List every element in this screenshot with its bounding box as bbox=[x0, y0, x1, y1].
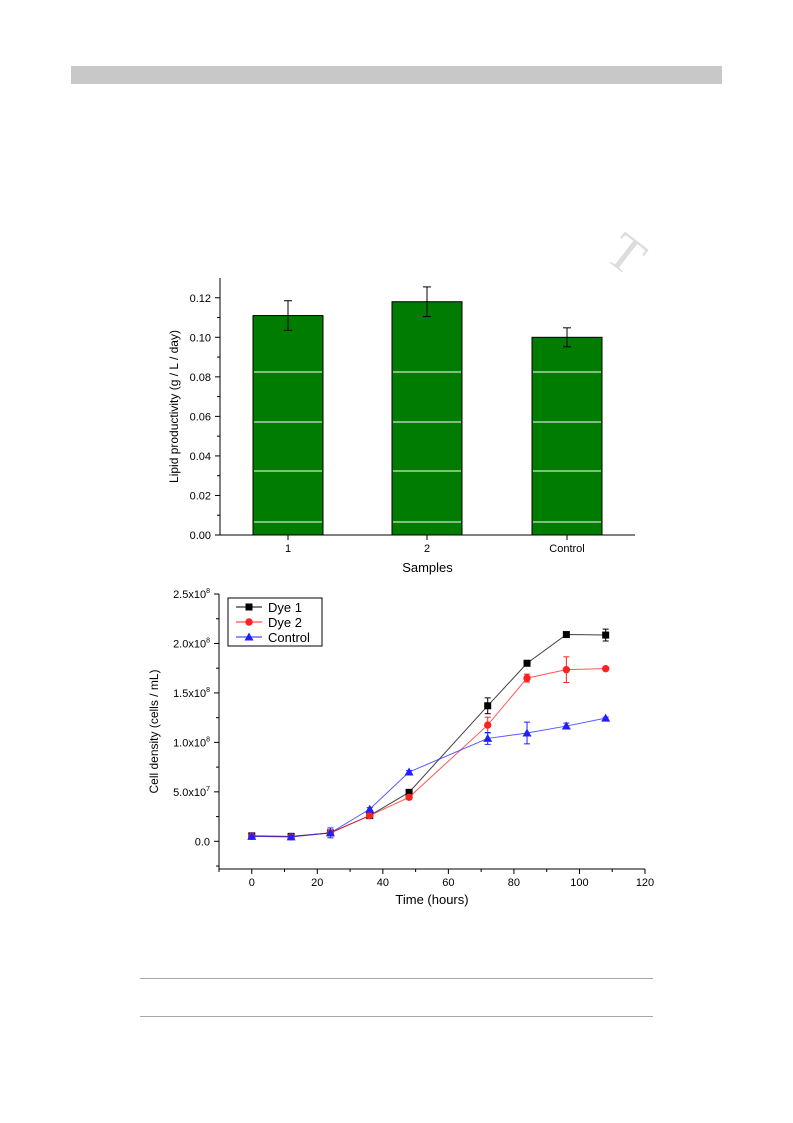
x-tick-label: Control bbox=[549, 543, 584, 555]
header-bar bbox=[71, 66, 722, 84]
data-point bbox=[404, 767, 414, 776]
x-tick-label: 0 bbox=[249, 877, 255, 889]
x-tick-label: 20 bbox=[311, 877, 323, 889]
y-tick-label: 0.00 bbox=[190, 530, 211, 542]
data-point bbox=[561, 721, 571, 730]
y-tick-label: 2.0x108 bbox=[173, 637, 210, 650]
bar bbox=[531, 336, 603, 536]
line-chart: 0 20 40 60 80 100 120 0.0 5.0x107 1.0x108 1.5x108 2… bbox=[147, 588, 654, 907]
y-tick-label: 0.0 bbox=[195, 836, 210, 848]
legend-label: Control bbox=[268, 630, 310, 645]
data-point bbox=[286, 832, 296, 841]
footer-rule-top bbox=[140, 978, 653, 979]
x-tick-label: 2 bbox=[424, 543, 430, 555]
data-point bbox=[405, 788, 413, 796]
legend-label: Dye 2 bbox=[268, 615, 302, 630]
data-point bbox=[247, 831, 257, 840]
bar-chart: 1 2 Control 0.00 0.02 0.04 0.06 0.08 0.10 0.12 Sam… bbox=[167, 278, 635, 575]
data-point bbox=[523, 674, 531, 682]
data-point bbox=[562, 665, 571, 674]
x-axis-label: Time (hours) bbox=[395, 892, 468, 907]
y-tick-label: 5.0x107 bbox=[173, 786, 210, 799]
y-tick-label: 0.12 bbox=[190, 293, 211, 305]
x-tick-label: 1 bbox=[285, 543, 291, 555]
x-tick-label: 100 bbox=[570, 877, 588, 889]
data-point bbox=[602, 631, 610, 639]
data-point bbox=[484, 702, 492, 710]
data-point bbox=[562, 631, 570, 639]
y-axis-label: Cell density (cells / mL) bbox=[147, 669, 161, 793]
y-tick-label: 1.0x108 bbox=[173, 736, 210, 749]
data-point bbox=[325, 828, 335, 837]
data-point bbox=[483, 733, 493, 742]
x-tick-label: 80 bbox=[508, 877, 520, 889]
data-point bbox=[601, 713, 611, 722]
data-point bbox=[244, 632, 254, 641]
series-line bbox=[251, 634, 606, 837]
y-tick-label: 0.02 bbox=[190, 490, 211, 502]
x-tick-label: 120 bbox=[636, 877, 654, 889]
data-point bbox=[245, 618, 253, 626]
y-tick-label: 0.04 bbox=[190, 451, 211, 463]
x-tick-label: 60 bbox=[442, 877, 454, 889]
data-point bbox=[245, 603, 253, 611]
bar bbox=[391, 301, 463, 536]
data-point bbox=[601, 664, 610, 673]
bar bbox=[252, 315, 324, 536]
data-point bbox=[523, 659, 531, 667]
y-tick-label: 0.08 bbox=[190, 372, 211, 384]
y-tick-label: 0.06 bbox=[190, 411, 211, 423]
legend-label: Dye 1 bbox=[268, 600, 302, 615]
footer-rule-bottom bbox=[140, 1016, 653, 1017]
y-axis-label: Lipid productivity (g / L / day) bbox=[167, 330, 181, 483]
data-point bbox=[484, 721, 492, 729]
y-tick-label: 1.5x108 bbox=[173, 687, 210, 700]
y-tick-label: 0.10 bbox=[190, 332, 211, 344]
data-point bbox=[365, 804, 375, 813]
data-point bbox=[366, 811, 374, 820]
x-axis-label: Samples bbox=[402, 560, 453, 575]
y-tick-label: 2.5x108 bbox=[173, 588, 210, 601]
series-line bbox=[251, 717, 606, 838]
series-line bbox=[251, 668, 606, 838]
x-tick-label: 40 bbox=[377, 877, 389, 889]
data-point bbox=[405, 793, 413, 801]
data-point bbox=[522, 728, 532, 737]
